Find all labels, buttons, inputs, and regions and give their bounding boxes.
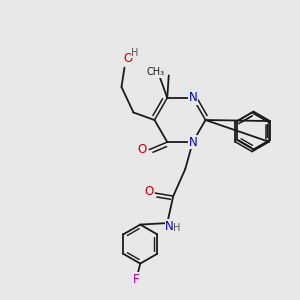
Text: H: H: [173, 224, 181, 233]
Text: H: H: [131, 47, 139, 58]
Text: CH₃: CH₃: [146, 68, 164, 77]
Text: F: F: [133, 273, 140, 286]
Text: O: O: [144, 185, 153, 198]
Text: O: O: [123, 52, 132, 65]
Text: N: N: [165, 220, 174, 232]
Text: N: N: [188, 136, 197, 148]
Text: O: O: [137, 143, 146, 156]
Text: N: N: [188, 92, 197, 104]
